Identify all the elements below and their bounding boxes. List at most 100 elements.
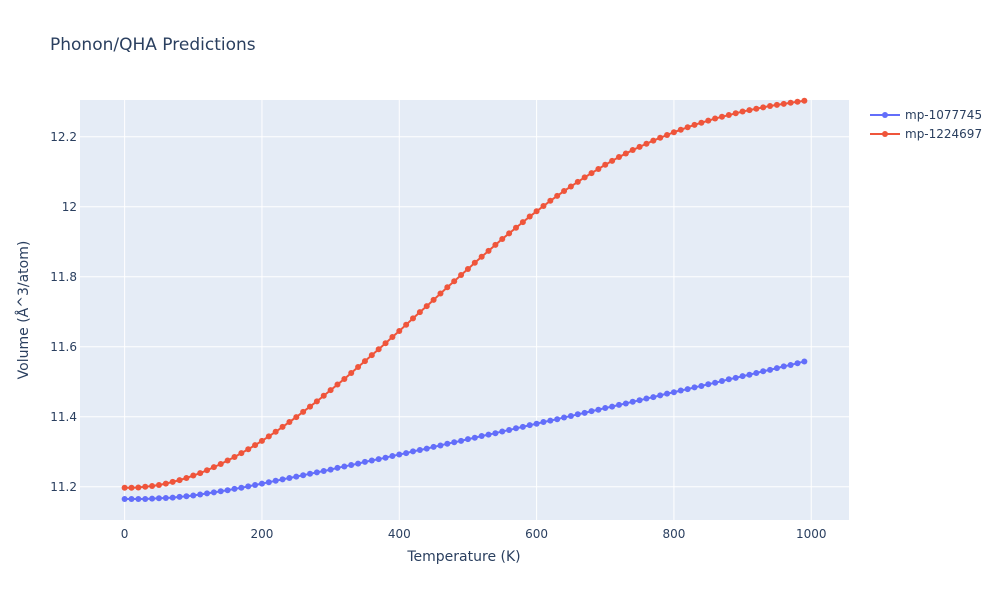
data-point [307,403,314,410]
legend-item[interactable]: mp-1224697 [870,127,982,141]
plot-area [80,100,849,520]
data-point [155,495,162,502]
data-point [492,241,499,248]
data-point [760,104,767,111]
data-point [210,464,217,471]
data-point [698,382,705,389]
data-point [375,456,382,463]
data-point [238,484,245,491]
data-point [485,247,492,254]
data-point [540,419,547,425]
series-mp-1224697 [121,97,808,491]
data-point [629,147,636,154]
series-layer [121,97,808,502]
data-point [210,489,217,496]
y-tick-label: 11.4 [50,410,77,424]
legend-label: mp-1077745 [905,108,982,122]
data-point [739,108,746,115]
data-point [533,208,540,215]
data-point [547,197,554,204]
data-point [410,315,416,322]
data-point [258,437,265,444]
data-point [135,484,142,491]
data-point [430,296,437,303]
data-point [767,102,774,109]
data-point [767,366,774,373]
data-point [705,381,712,388]
data-point [245,483,252,490]
data-point [485,431,492,438]
data-point [444,284,451,291]
data-point [471,259,478,266]
data-point [348,370,355,376]
legend-label: mp-1224697 [905,127,982,141]
data-point [609,157,616,164]
data-point [739,373,746,380]
series-line [124,360,805,500]
data-point [670,389,677,396]
data-point [773,101,780,108]
data-point [121,484,128,491]
data-point [458,272,465,278]
data-point [252,442,259,449]
data-point [787,99,794,106]
data-point [176,493,183,500]
data-point [773,365,780,372]
data-point [588,408,595,415]
data-point [677,126,684,133]
data-point [746,371,753,378]
data-point [698,119,705,126]
data-point [581,174,588,181]
data-point [403,450,410,457]
data-point [602,161,609,168]
data-point [293,414,300,421]
data-point [149,495,156,502]
data-point [567,413,574,420]
y-axis-tick-labels: 11.2 11.4 11.6 11.8 12 12.2 [50,130,77,494]
data-point [197,470,204,477]
data-point [451,439,458,446]
data-point [389,452,396,459]
data-point [286,475,293,481]
data-point [375,346,382,353]
data-point [684,386,691,393]
data-point [506,427,513,434]
data-point [705,117,712,124]
data-point [753,370,760,376]
data-point [595,406,602,413]
data-point [245,446,252,453]
data-point [327,466,334,473]
data-point [437,290,444,297]
data-point [643,395,650,402]
data-point [142,496,149,502]
legend[interactable]: mp-1077745 mp-1224697 [870,108,982,141]
x-tick-label: 200 [250,527,273,541]
data-point [416,309,423,316]
data-point [629,398,636,405]
y-tick-label: 12.2 [50,130,77,144]
data-point [416,447,423,453]
series-line [124,99,805,489]
data-point [712,115,719,122]
data-point [279,476,286,483]
data-point [142,483,149,490]
data-point [787,361,794,368]
data-point [691,121,698,128]
data-point [684,124,691,131]
data-point [183,493,190,500]
data-point [801,358,808,365]
data-point [725,376,732,383]
data-point [272,428,279,435]
data-point [396,451,403,458]
data-point [121,496,128,502]
data-point [149,483,156,490]
y-tick-label: 12 [62,200,77,214]
series-mp-1077745 [121,358,808,502]
data-point [128,496,135,502]
data-point [231,454,238,460]
legend-item[interactable]: mp-1077745 [870,108,982,122]
data-point [554,192,561,199]
data-point [327,387,334,394]
data-point [526,213,533,220]
